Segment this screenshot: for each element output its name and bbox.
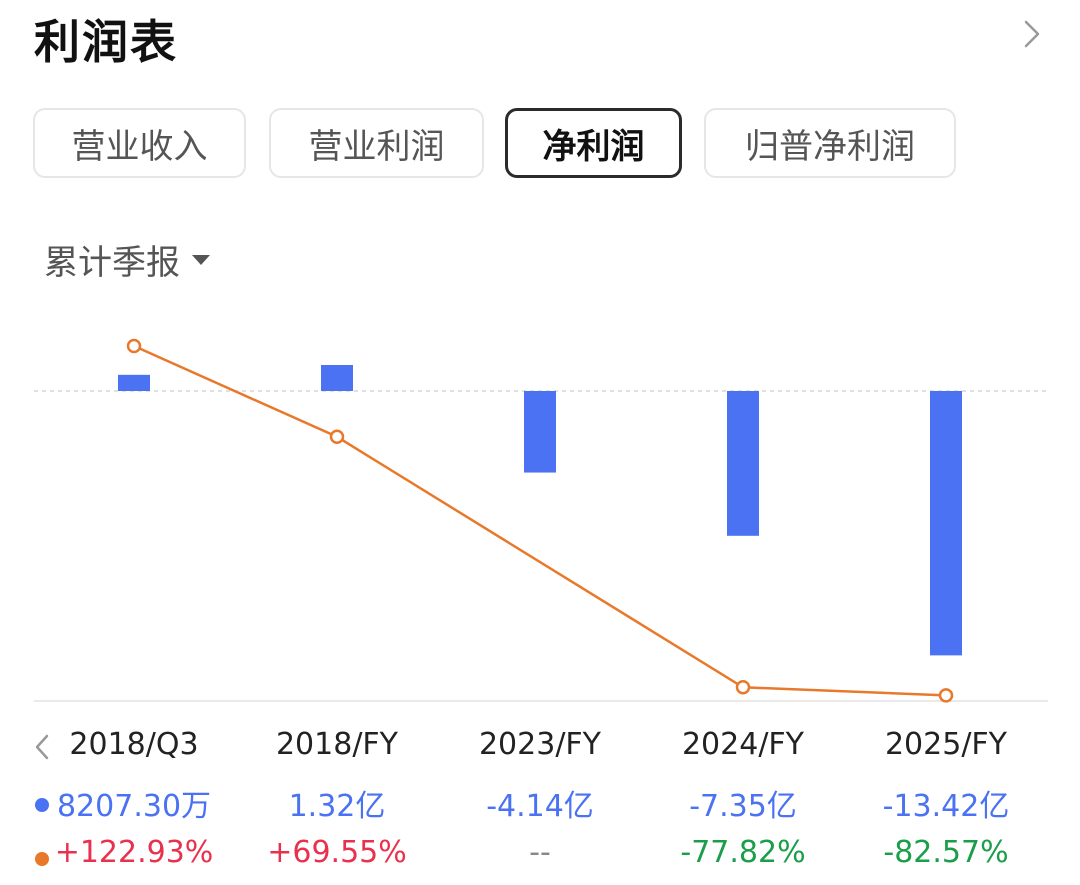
period-type-dropdown[interactable]: 累计季报 (44, 235, 210, 284)
period-labels-row: 2018/Q3 2018/FY 2023/FY 2024/FY 2025/FY (0, 727, 1080, 777)
profit-bar-2024/FY[interactable] (727, 391, 759, 536)
growth-value: -82.57% (883, 835, 1009, 870)
net-profit-chart (34, 338, 1048, 703)
growth-value: +122.93% (54, 835, 214, 870)
profit-bar-2025/FY[interactable] (930, 391, 962, 656)
growth-point-2018/FY[interactable] (329, 429, 345, 445)
caret-down-icon (192, 254, 210, 265)
growth-values-row: +122.93% +69.55% -- -77.82% -82.57% (0, 835, 1080, 885)
growth-value: -- (529, 835, 551, 870)
profit-value: -4.14亿 (486, 789, 594, 824)
tab-label: 净利润 (542, 126, 645, 167)
tab-label: 归普净利润 (745, 126, 915, 167)
legend-dot-line (35, 852, 49, 866)
period-type-label: 累计季报 (44, 243, 180, 283)
period-label: 2023/FY (478, 727, 602, 762)
growth-point-2024/FY[interactable] (735, 680, 751, 695)
growth-value: +69.55% (267, 835, 407, 870)
profit-value: 8207.30万 (56, 789, 212, 824)
growth-line (133, 344, 947, 697)
period-label: 2018/FY (275, 727, 399, 762)
profit-value: -7.35亿 (689, 789, 797, 824)
profit-bar-2023/FY[interactable] (524, 391, 556, 473)
tab-operating-profit[interactable]: 营业利润 (269, 108, 484, 178)
period-label: 2018/Q3 (69, 727, 199, 762)
profit-bar-2018/FY[interactable] (321, 364, 353, 391)
profit-values-row: 8207.30万 1.32亿 -4.14亿 -7.35亿 -13.42亿 (0, 781, 1080, 831)
profit-value: -13.42亿 (882, 789, 1010, 824)
tab-parent-net-profit[interactable]: 归普净利润 (704, 108, 956, 178)
period-label: 2024/FY (681, 727, 805, 762)
period-label: 2025/FY (884, 727, 1008, 762)
tab-revenue[interactable]: 营业收入 (33, 108, 246, 178)
tab-net-profit[interactable]: 净利润 (505, 108, 682, 178)
profit-bar-2018/Q3[interactable] (118, 374, 150, 391)
growth-value: -77.82% (680, 835, 806, 870)
profit-value: 1.32亿 (288, 789, 386, 824)
page-title: 利润表 (34, 15, 178, 69)
legend-dot-bar (35, 798, 49, 812)
growth-point-2025/FY[interactable] (938, 688, 954, 703)
chevron-right-icon[interactable] (1018, 18, 1046, 50)
chevron-left-icon[interactable] (32, 732, 52, 762)
tab-label: 营业利润 (308, 126, 445, 167)
tab-label: 营业收入 (71, 126, 208, 167)
growth-point-2018/Q3[interactable] (126, 338, 142, 354)
